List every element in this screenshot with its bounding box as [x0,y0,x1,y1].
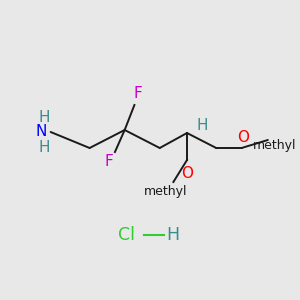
Text: methyl: methyl [144,185,187,199]
Text: H: H [166,226,179,244]
Text: H: H [197,118,208,133]
Text: N: N [35,124,46,140]
Text: F: F [134,85,143,100]
Text: O: O [238,130,250,145]
Text: H: H [38,110,50,124]
Text: H: H [38,140,50,154]
Text: methyl: methyl [253,139,296,152]
Text: F: F [105,154,113,169]
Text: O: O [181,167,193,182]
Text: Cl: Cl [118,226,135,244]
